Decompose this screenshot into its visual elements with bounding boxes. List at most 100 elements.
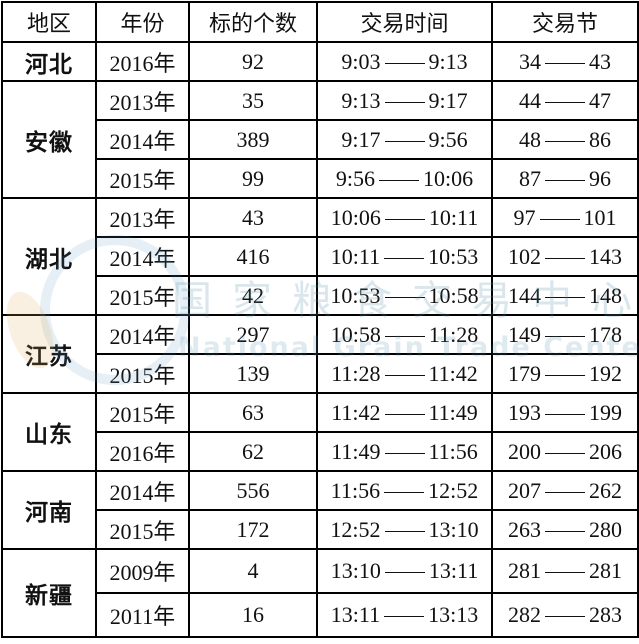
time-cell: 10:06 10:11 — [316, 197, 493, 238]
year-cell: 2015年 — [95, 353, 190, 394]
time-cell: 12:52 13:10 — [316, 509, 493, 550]
time-end: 9:13 — [428, 48, 468, 74]
dash-separator — [545, 101, 585, 103]
section-end: 192 — [589, 360, 622, 386]
time-start: 10:58 — [330, 321, 381, 347]
region-cell: 江苏 — [1, 314, 97, 394]
dash-separator — [384, 140, 425, 142]
section-end: 47 — [589, 87, 611, 113]
time-cell: 13:10 13:11 — [316, 548, 493, 594]
year-cell: 2016年 — [95, 431, 190, 472]
time-cell: 9:13 9:17 — [316, 80, 493, 121]
section-start: 87 — [519, 165, 541, 191]
section-cell: 200 206 — [491, 431, 639, 472]
time-cell: 9:03 9:13 — [316, 41, 493, 82]
table-row: 2016年 62 11:49 11:56 200 206 — [2, 431, 639, 472]
dash-separator — [545, 452, 585, 454]
section-cell: 102 143 — [491, 236, 639, 277]
count-cell: 416 — [188, 236, 318, 277]
section-end: 43 — [589, 48, 611, 74]
time-start: 12:52 — [330, 516, 381, 542]
year-cell: 2013年 — [95, 197, 190, 238]
time-cell: 11:28 11:42 — [316, 353, 493, 394]
table-row: 2014年 416 10:11 10:53 102 143 — [2, 236, 639, 277]
section-cell: 87 96 — [491, 158, 639, 199]
time-end: 12:52 — [428, 477, 479, 503]
header-region: 地区 — [1, 1, 97, 43]
count-cell: 389 — [188, 119, 318, 160]
section-cell: 149 178 — [491, 314, 639, 355]
count-cell: 172 — [188, 509, 318, 550]
time-cell: 11:49 11:56 — [316, 431, 493, 472]
count-cell: 43 — [188, 197, 318, 238]
dash-separator — [384, 335, 425, 337]
time-end: 10:53 — [428, 243, 479, 269]
time-cell: 10:53 10:58 — [316, 275, 493, 316]
time-cell: 10:58 11:28 — [316, 314, 493, 355]
section-start: 102 — [508, 243, 541, 269]
region-cell: 新疆 — [1, 548, 97, 638]
time-start: 9:03 — [341, 48, 381, 74]
time-end: 10:58 — [428, 282, 479, 308]
dash-separator — [545, 616, 585, 618]
dash-separator — [384, 530, 425, 532]
dash-separator — [384, 452, 425, 454]
section-cell: 34 43 — [491, 41, 639, 82]
section-start: 193 — [508, 399, 541, 425]
time-start: 9:17 — [341, 126, 381, 152]
year-cell: 2015年 — [95, 392, 190, 433]
header-count: 标的个数 — [188, 1, 318, 43]
section-start: 207 — [508, 477, 541, 503]
time-end: 11:42 — [428, 360, 478, 386]
table-row: 河北 2016年 92 9:03 9:13 34 43 — [1, 41, 639, 82]
time-start: 13:11 — [330, 602, 381, 627]
time-end: 10:06 — [423, 165, 474, 191]
section-start: 263 — [508, 516, 541, 542]
table-row: 2015年 42 10:53 10:58 144 148 — [2, 275, 639, 316]
section-end: 86 — [589, 126, 611, 152]
dash-separator — [539, 218, 580, 220]
year-cell: 2011年 — [95, 592, 190, 638]
count-cell: 297 — [188, 314, 318, 355]
section-start: 34 — [519, 48, 541, 74]
section-cell: 193 199 — [491, 392, 639, 433]
section-cell: 44 47 — [491, 80, 639, 121]
year-cell: 2014年 — [95, 314, 190, 355]
dash-separator — [545, 413, 585, 415]
dash-separator — [545, 62, 585, 64]
time-end: 11:49 — [428, 399, 478, 425]
count-cell: 35 — [188, 80, 318, 121]
time-cell: 9:56 10:06 — [316, 158, 493, 199]
table-row: 江苏 2014年 297 10:58 11:28 149 178 — [1, 314, 639, 394]
year-cell: 2009年 — [95, 548, 190, 594]
section-cell: 179 192 — [491, 353, 639, 394]
time-cell: 11:42 11:49 — [316, 392, 493, 433]
dash-separator — [545, 296, 585, 298]
section-cell: 97 101 — [491, 197, 639, 238]
year-cell: 2016年 — [95, 41, 190, 82]
header-section: 交易节 — [491, 1, 639, 43]
region-cell: 安徽 — [1, 80, 97, 199]
dash-separator — [545, 179, 585, 181]
dash-separator — [384, 616, 425, 618]
section-cell: 207 262 — [491, 470, 639, 511]
dash-separator — [384, 572, 425, 574]
time-end: 9:56 — [428, 126, 468, 152]
count-cell: 92 — [188, 41, 318, 82]
section-cell: 263 280 — [491, 509, 639, 550]
count-cell: 42 — [188, 275, 318, 316]
time-end: 13:11 — [428, 558, 479, 583]
time-start: 13:10 — [330, 558, 381, 583]
section-start: 44 — [519, 87, 541, 113]
section-end: 143 — [589, 243, 622, 269]
region-cell: 河北 — [1, 41, 97, 82]
time-end: 13:13 — [428, 602, 479, 627]
section-end: 101 — [583, 204, 617, 230]
time-start: 10:53 — [330, 282, 381, 308]
section-end: 283 — [589, 602, 622, 627]
section-start: 179 — [508, 360, 541, 386]
dash-separator — [384, 62, 425, 64]
dash-separator — [545, 257, 585, 259]
time-start: 11:49 — [331, 438, 381, 464]
